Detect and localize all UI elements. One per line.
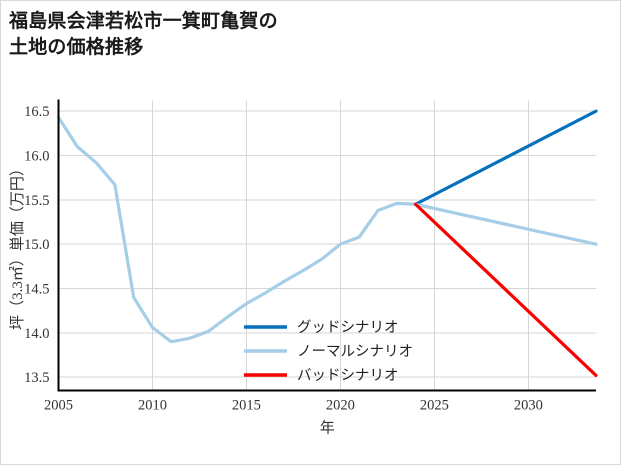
y-tick-label: 14.0 [24, 326, 49, 342]
legend-label: ノーマルシナリオ [297, 344, 413, 360]
x-tick-label: 2030 [514, 398, 543, 414]
x-axis-title: 年 [320, 420, 335, 437]
series-lines [56, 109, 598, 378]
y-tick-label: 15.5 [24, 193, 49, 209]
chart-title: 福島県会津若松市一箕町亀賀の 土地の価格推移 [9, 11, 278, 58]
legend-label: バッドシナリオ [297, 368, 399, 384]
y-tick-label: 15.0 [24, 237, 49, 253]
x-tick-label: 2020 [326, 398, 355, 414]
series-line-2 [413, 202, 598, 246]
y-tick-label: 16.0 [24, 148, 49, 164]
x-tick-label: 2005 [44, 398, 73, 414]
series-line-1 [413, 109, 598, 206]
series-line-3 [413, 202, 598, 378]
y-tick-label: 13.5 [24, 370, 49, 386]
x-tick-label: 2025 [420, 398, 449, 414]
axis-spine [57, 99, 596, 392]
legend-label: グッドシナリオ [297, 319, 399, 336]
y-axis-title: 坪（3.3㎡）単価（万円） [9, 161, 26, 330]
series-line-0 [56, 115, 418, 344]
x-tick-label: 2010 [138, 398, 167, 414]
axes [57, 99, 596, 392]
y-tick-label: 16.5 [24, 104, 49, 120]
y-tick-label: 14.5 [24, 282, 49, 298]
x-tick-label: 2015 [232, 398, 261, 414]
y-tick-labels: 13.5 14.0 14.5 15.0 15.5 16.0 16.5 [24, 104, 49, 386]
x-tick-labels: 2005 2010 2015 2020 2025 2030 [44, 398, 543, 414]
